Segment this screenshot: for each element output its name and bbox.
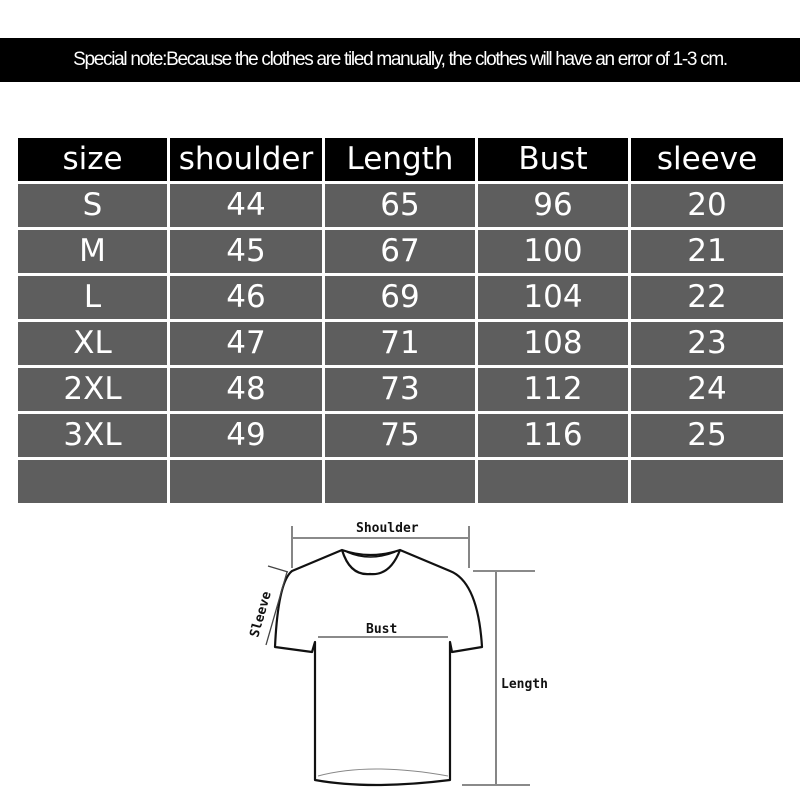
table-cell: 2XL (18, 368, 167, 411)
table-cell: 112 (478, 368, 628, 411)
table-cell: 67 (325, 230, 475, 273)
header-cell-sleeve: sleeve (631, 138, 783, 181)
table-cell: 108 (478, 322, 628, 365)
table-cell: 20 (631, 184, 783, 227)
table-cell: 73 (325, 368, 475, 411)
table-cell: 100 (478, 230, 628, 273)
table-cell: L (18, 276, 167, 319)
length-label: Length (501, 677, 548, 692)
size-chart-table: size shoulder Length Bust sleeve S 44 65 96 20 M 45… (18, 138, 784, 503)
table-cell: 21 (631, 230, 783, 273)
table-cell: 24 (631, 368, 783, 411)
table-cell: 23 (631, 322, 783, 365)
tshirt-measurement-diagram: Shoulder Bust Length Sleeve (247, 521, 548, 787)
sleeve-label: Sleeve (247, 590, 274, 639)
table-cell: 47 (170, 322, 322, 365)
table-cell (170, 460, 322, 503)
table-cell (325, 460, 475, 503)
table-cell: 44 (170, 184, 322, 227)
table-cell: 22 (631, 276, 783, 319)
tshirt-outline (273, 548, 484, 787)
table-cell: 65 (325, 184, 475, 227)
bust-label: Bust (366, 622, 397, 637)
header-cell-shoulder: shoulder (170, 138, 322, 181)
table-cell: 3XL (18, 414, 167, 457)
header-cell-size: size (18, 138, 167, 181)
table-cell: 25 (631, 414, 783, 457)
shoulder-label: Shoulder (356, 521, 419, 536)
header-cell-bust: Bust (478, 138, 628, 181)
table-cell: 116 (478, 414, 628, 457)
table-cell: 46 (170, 276, 322, 319)
table-cell: 104 (478, 276, 628, 319)
table-cell: 75 (325, 414, 475, 457)
table-cell: 49 (170, 414, 322, 457)
table-cell: 69 (325, 276, 475, 319)
table-cell: 45 (170, 230, 322, 273)
table-cell: 71 (325, 322, 475, 365)
header-cell-length: Length (325, 138, 475, 181)
table-cell: XL (18, 322, 167, 365)
table-cell (18, 460, 167, 503)
table-cell: S (18, 184, 167, 227)
table-cell (631, 460, 783, 503)
measurement-lines (265, 526, 535, 786)
table-cell: 96 (478, 184, 628, 227)
table-cell: M (18, 230, 167, 273)
special-note-banner: Special note:Because the clothes are til… (0, 38, 800, 82)
table-cell: 48 (170, 368, 322, 411)
table-cell (478, 460, 628, 503)
